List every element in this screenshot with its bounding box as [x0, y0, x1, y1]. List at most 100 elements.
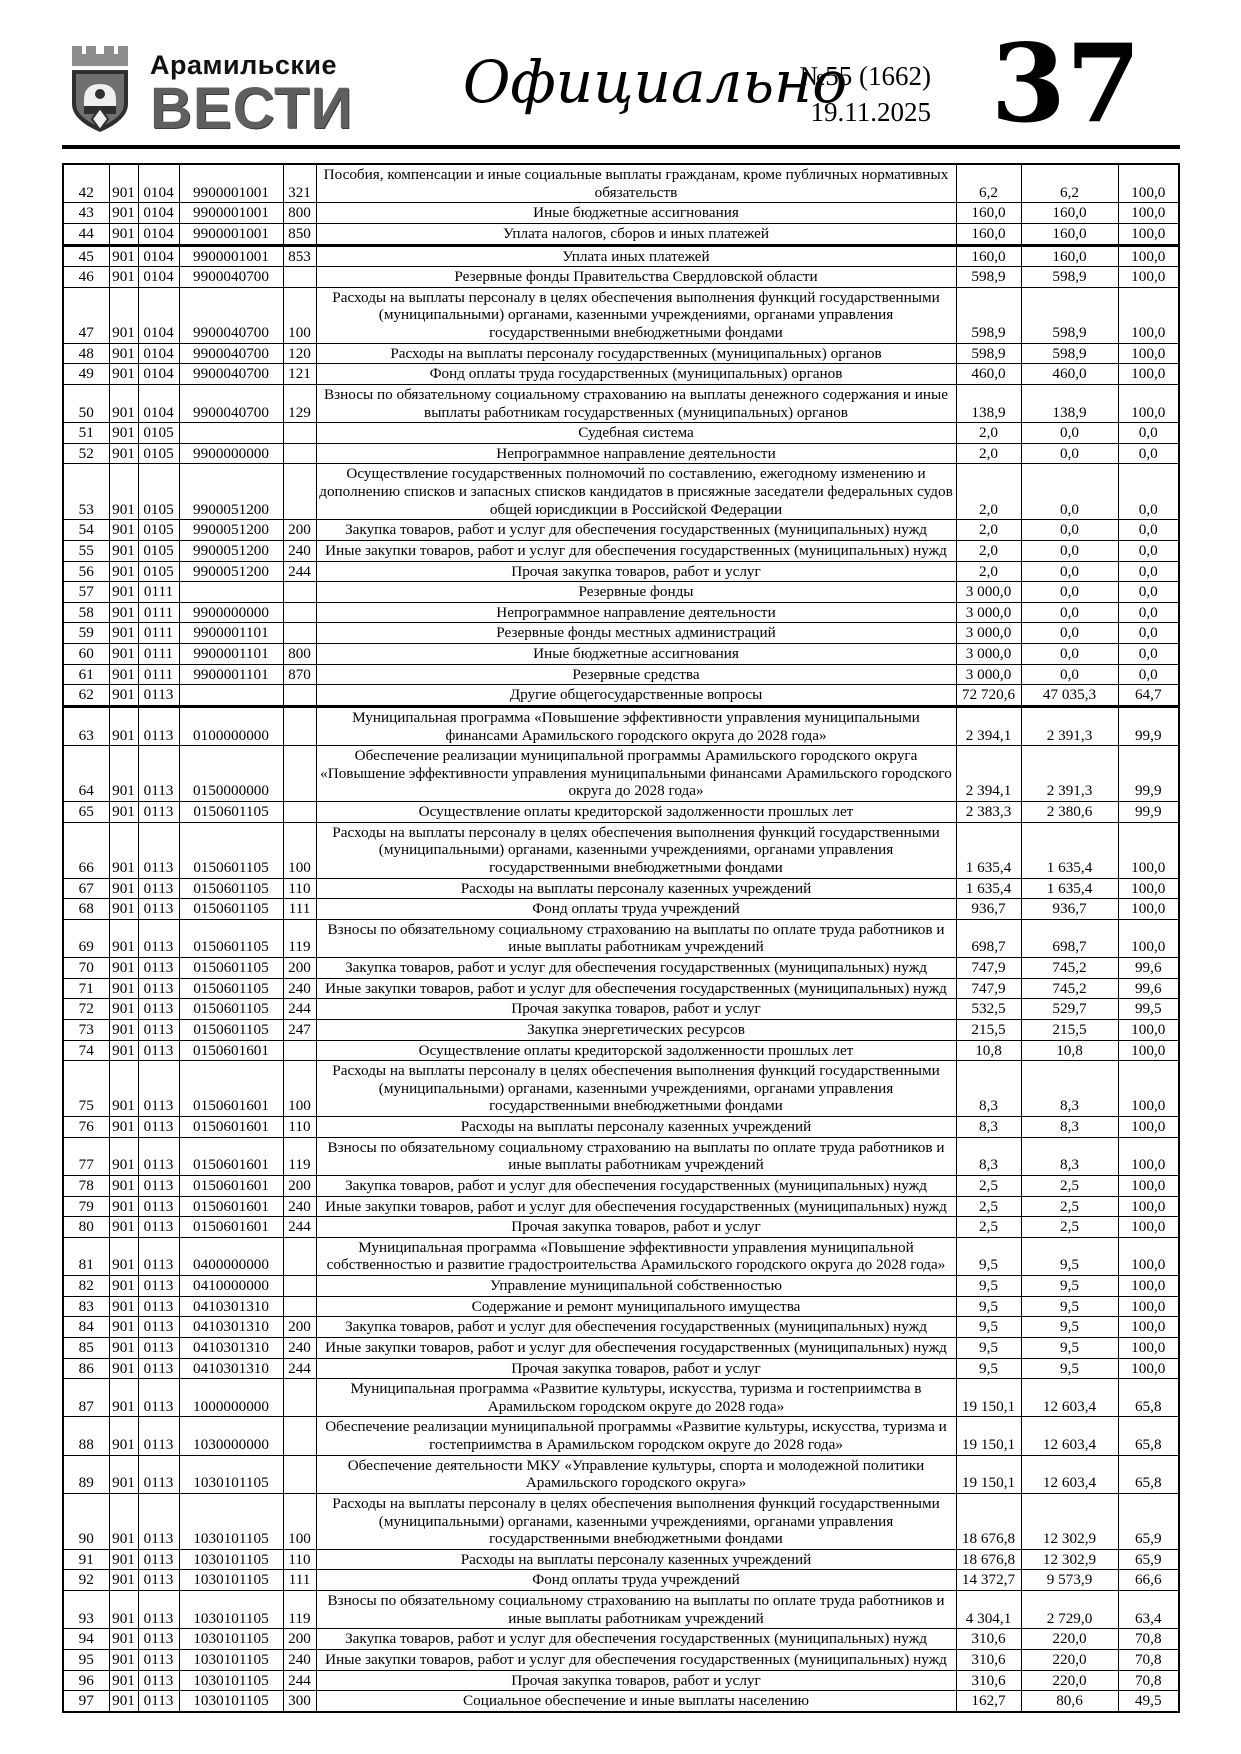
- target-article-cell: 9900000000: [178, 601, 284, 624]
- section-code-cell: 0113: [137, 977, 180, 1000]
- target-article-cell: 1030101105: [178, 1569, 284, 1591]
- table-row: 42 901 0104 9900001001 321 Пособия, компенсац…: [62, 163, 1180, 204]
- grbs-code-cell: 901: [108, 957, 139, 979]
- row-number-cell: 95: [62, 1648, 110, 1671]
- grbs-code-cell: 901: [108, 463, 139, 521]
- target-article-cell: 0150601105: [178, 977, 284, 1000]
- executed-amount-cell: 0,0: [1020, 463, 1119, 521]
- table-row: 56 901 0105 9900051200 244 Прочая закупка тов…: [62, 560, 1180, 583]
- grbs-code-cell: 901: [108, 643, 139, 665]
- table-row: 61 901 0111 9900001101 870 Резервные средства…: [62, 663, 1180, 686]
- expense-type-cell: 111: [282, 898, 317, 920]
- table-row: 62 901 0113 Другие общегосударственные вопр…: [62, 684, 1180, 708]
- approved-amount-cell: 160,0: [955, 222, 1022, 247]
- expense-name-cell: Пособия, компенсации и иные социальные в…: [315, 163, 957, 204]
- execution-percent-cell: 0,0: [1117, 622, 1180, 644]
- approved-amount-cell: 14 372,7: [955, 1569, 1022, 1591]
- expense-name-cell: Закупка товаров, работ и услуг для обесп…: [315, 1174, 957, 1197]
- expense-name-cell: Прочая закупка товаров, работ и услуг: [315, 998, 957, 1020]
- execution-percent-cell: 70,8: [1117, 1628, 1180, 1650]
- executed-amount-cell: 936,7: [1020, 898, 1119, 920]
- row-number-cell: 81: [62, 1236, 110, 1277]
- target-article-cell: 1030101105: [178, 1628, 284, 1650]
- row-number-cell: 55: [62, 539, 110, 562]
- issue-info: №55 (1662) 19.11.2025: [800, 58, 932, 131]
- section-code-cell: 0113: [137, 1669, 180, 1692]
- table-row: 86 901 0113 0410301310 244 Прочая закупка тов…: [62, 1357, 1180, 1380]
- execution-percent-cell: 100,0: [1117, 1039, 1180, 1062]
- target-article-cell: 0150000000: [178, 745, 284, 802]
- section-code-cell: 0113: [137, 1569, 180, 1591]
- newspaper-logo: Арамильские ВЕСТИ: [60, 42, 353, 138]
- execution-percent-cell: 100,0: [1117, 1018, 1180, 1041]
- table-row: 47 901 0104 9900040700 100 Расходы на выплаты…: [62, 286, 1180, 344]
- expense-type-cell: [282, 705, 317, 747]
- expense-type-cell: 110: [282, 1116, 317, 1138]
- table-row: 75 901 0113 0150601601 100 Расходы на выплаты…: [62, 1060, 1180, 1117]
- executed-amount-cell: 12 302,9: [1020, 1548, 1119, 1571]
- table-row: 72 901 0113 0150601105 244 Прочая закупка тов…: [62, 998, 1180, 1020]
- approved-amount-cell: 598,9: [955, 342, 1022, 365]
- target-article-cell: 9900040700: [178, 383, 284, 424]
- execution-percent-cell: 100,0: [1117, 222, 1180, 247]
- execution-percent-cell: 65,9: [1117, 1548, 1180, 1571]
- row-number-cell: 86: [62, 1357, 110, 1380]
- table-row: 88 901 0113 1030000000 Обеспечение реализаци…: [62, 1416, 1180, 1456]
- target-article-cell: 0150601105: [178, 918, 284, 959]
- grbs-code-cell: 901: [108, 684, 139, 708]
- target-article-cell: 9900040700: [178, 363, 284, 385]
- executed-amount-cell: 598,9: [1020, 266, 1119, 288]
- target-article-cell: 0150601601: [178, 1174, 284, 1197]
- table-row: 57 901 0111 Резервные фонды 3 000,0 0,0 0,0: [62, 581, 1180, 603]
- row-number-cell: 77: [62, 1136, 110, 1176]
- executed-amount-cell: 745,2: [1020, 957, 1119, 979]
- target-article-cell: 0410301310: [178, 1336, 284, 1359]
- expense-name-cell: Взносы по обязательному социальному стра…: [315, 383, 957, 424]
- expense-type-cell: 800: [282, 643, 317, 665]
- expense-type-cell: 120: [282, 342, 317, 365]
- section-code-cell: 0113: [137, 898, 180, 920]
- approved-amount-cell: 72 720,6: [955, 684, 1022, 708]
- expense-type-cell: 240: [282, 539, 317, 562]
- execution-percent-cell: 99,5: [1117, 998, 1180, 1020]
- row-number-cell: 46: [62, 266, 110, 288]
- expense-name-cell: Прочая закупка товаров, работ и услуг: [315, 560, 957, 583]
- approved-amount-cell: 1 635,4: [955, 821, 1022, 879]
- expense-name-cell: Осуществление оплаты кредиторской задолж…: [315, 1039, 957, 1062]
- executed-amount-cell: 9,5: [1020, 1316, 1119, 1338]
- row-number-cell: 42: [62, 163, 110, 204]
- expense-name-cell: Закупка товаров, работ и услуг для обесп…: [315, 1316, 957, 1338]
- execution-percent-cell: 63,4: [1117, 1589, 1180, 1630]
- row-number-cell: 44: [62, 222, 110, 247]
- section-code-cell: 0105: [137, 539, 180, 562]
- target-article-cell: [178, 422, 284, 444]
- expense-name-cell: Социальное обеспечение и иные выплаты на…: [315, 1690, 957, 1713]
- row-number-cell: 47: [62, 286, 110, 344]
- section-code-cell: 0113: [137, 1416, 180, 1456]
- table-row: 44 901 0104 9900001001 850 Уплата налогов, сб…: [62, 222, 1180, 247]
- approved-amount-cell: 310,6: [955, 1669, 1022, 1692]
- expense-type-cell: 244: [282, 1216, 317, 1238]
- grbs-code-cell: 901: [108, 1492, 139, 1550]
- target-article-cell: 9900040700: [178, 286, 284, 344]
- target-article-cell: 0100000000: [178, 705, 284, 747]
- row-number-cell: 75: [62, 1060, 110, 1117]
- approved-amount-cell: 2,0: [955, 463, 1022, 521]
- target-article-cell: 9900040700: [178, 266, 284, 288]
- expense-type-cell: 100: [282, 821, 317, 879]
- expense-name-cell: Иные закупки товаров, работ и услуг для …: [315, 539, 957, 562]
- expense-type-cell: 247: [282, 1018, 317, 1041]
- expense-type-cell: [282, 422, 317, 444]
- executed-amount-cell: 47 035,3: [1020, 684, 1119, 708]
- city-crest-icon: [72, 46, 128, 132]
- grbs-code-cell: 901: [108, 422, 139, 444]
- table-row: 76 901 0113 0150601601 110 Расходы на выплаты…: [62, 1116, 1180, 1138]
- expense-name-cell: Другие общегосударственные вопросы: [315, 684, 957, 708]
- approved-amount-cell: 2,0: [955, 442, 1022, 465]
- section-code-cell: 0113: [137, 1236, 180, 1277]
- expense-name-cell: Расходы на выплаты персоналу государстве…: [315, 342, 957, 365]
- approved-amount-cell: 747,9: [955, 977, 1022, 1000]
- section-code-cell: 0113: [137, 1690, 180, 1713]
- executed-amount-cell: 460,0: [1020, 363, 1119, 385]
- approved-amount-cell: 2,0: [955, 560, 1022, 583]
